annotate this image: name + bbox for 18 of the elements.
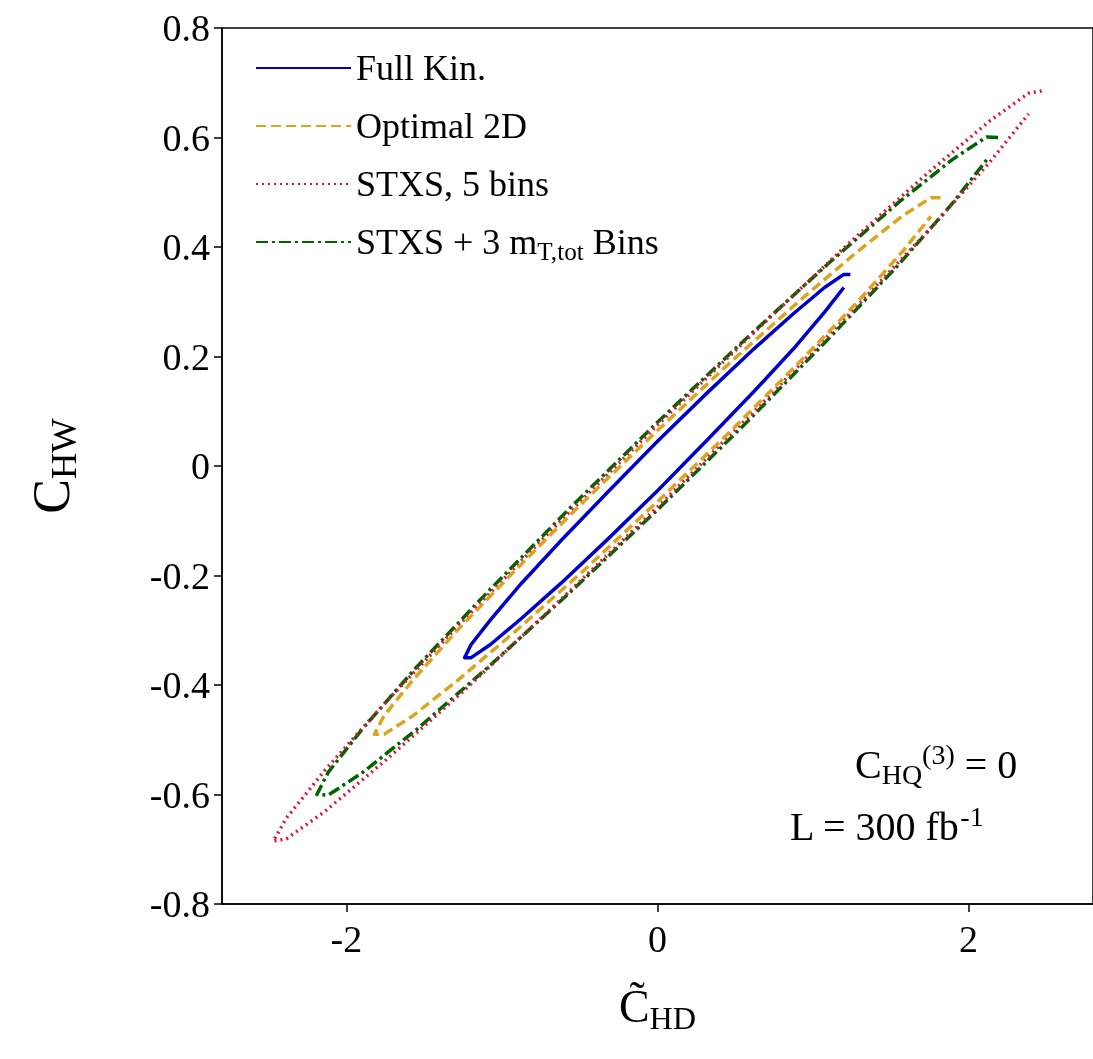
line-series	[271, 89, 1044, 843]
legend-label: Optimal 2D	[356, 106, 527, 146]
line-series	[462, 272, 853, 660]
y-tick-label: 0.6	[162, 116, 210, 159]
x-tick-label: 2	[959, 918, 979, 960]
y-tick-label: -0.8	[149, 883, 210, 925]
x-tick-label: -2	[330, 918, 363, 960]
y-tick-label: 0.4	[162, 226, 210, 268]
legend-label: STXS, 5 bins	[356, 164, 550, 204]
y-tick-label: -0.4	[149, 664, 210, 706]
y-tick-label: -0.6	[149, 773, 210, 816]
y-tick-label: 0.2	[162, 335, 210, 378]
y-axis-title: CHW	[22, 417, 84, 514]
legend-label: Full Kin.	[356, 48, 487, 88]
y-tick-label: -0.2	[149, 554, 210, 597]
y-tick-label: 0.8	[162, 7, 210, 49]
y-tick-label: 0	[191, 445, 210, 487]
x-tick-label: 0	[648, 918, 667, 960]
